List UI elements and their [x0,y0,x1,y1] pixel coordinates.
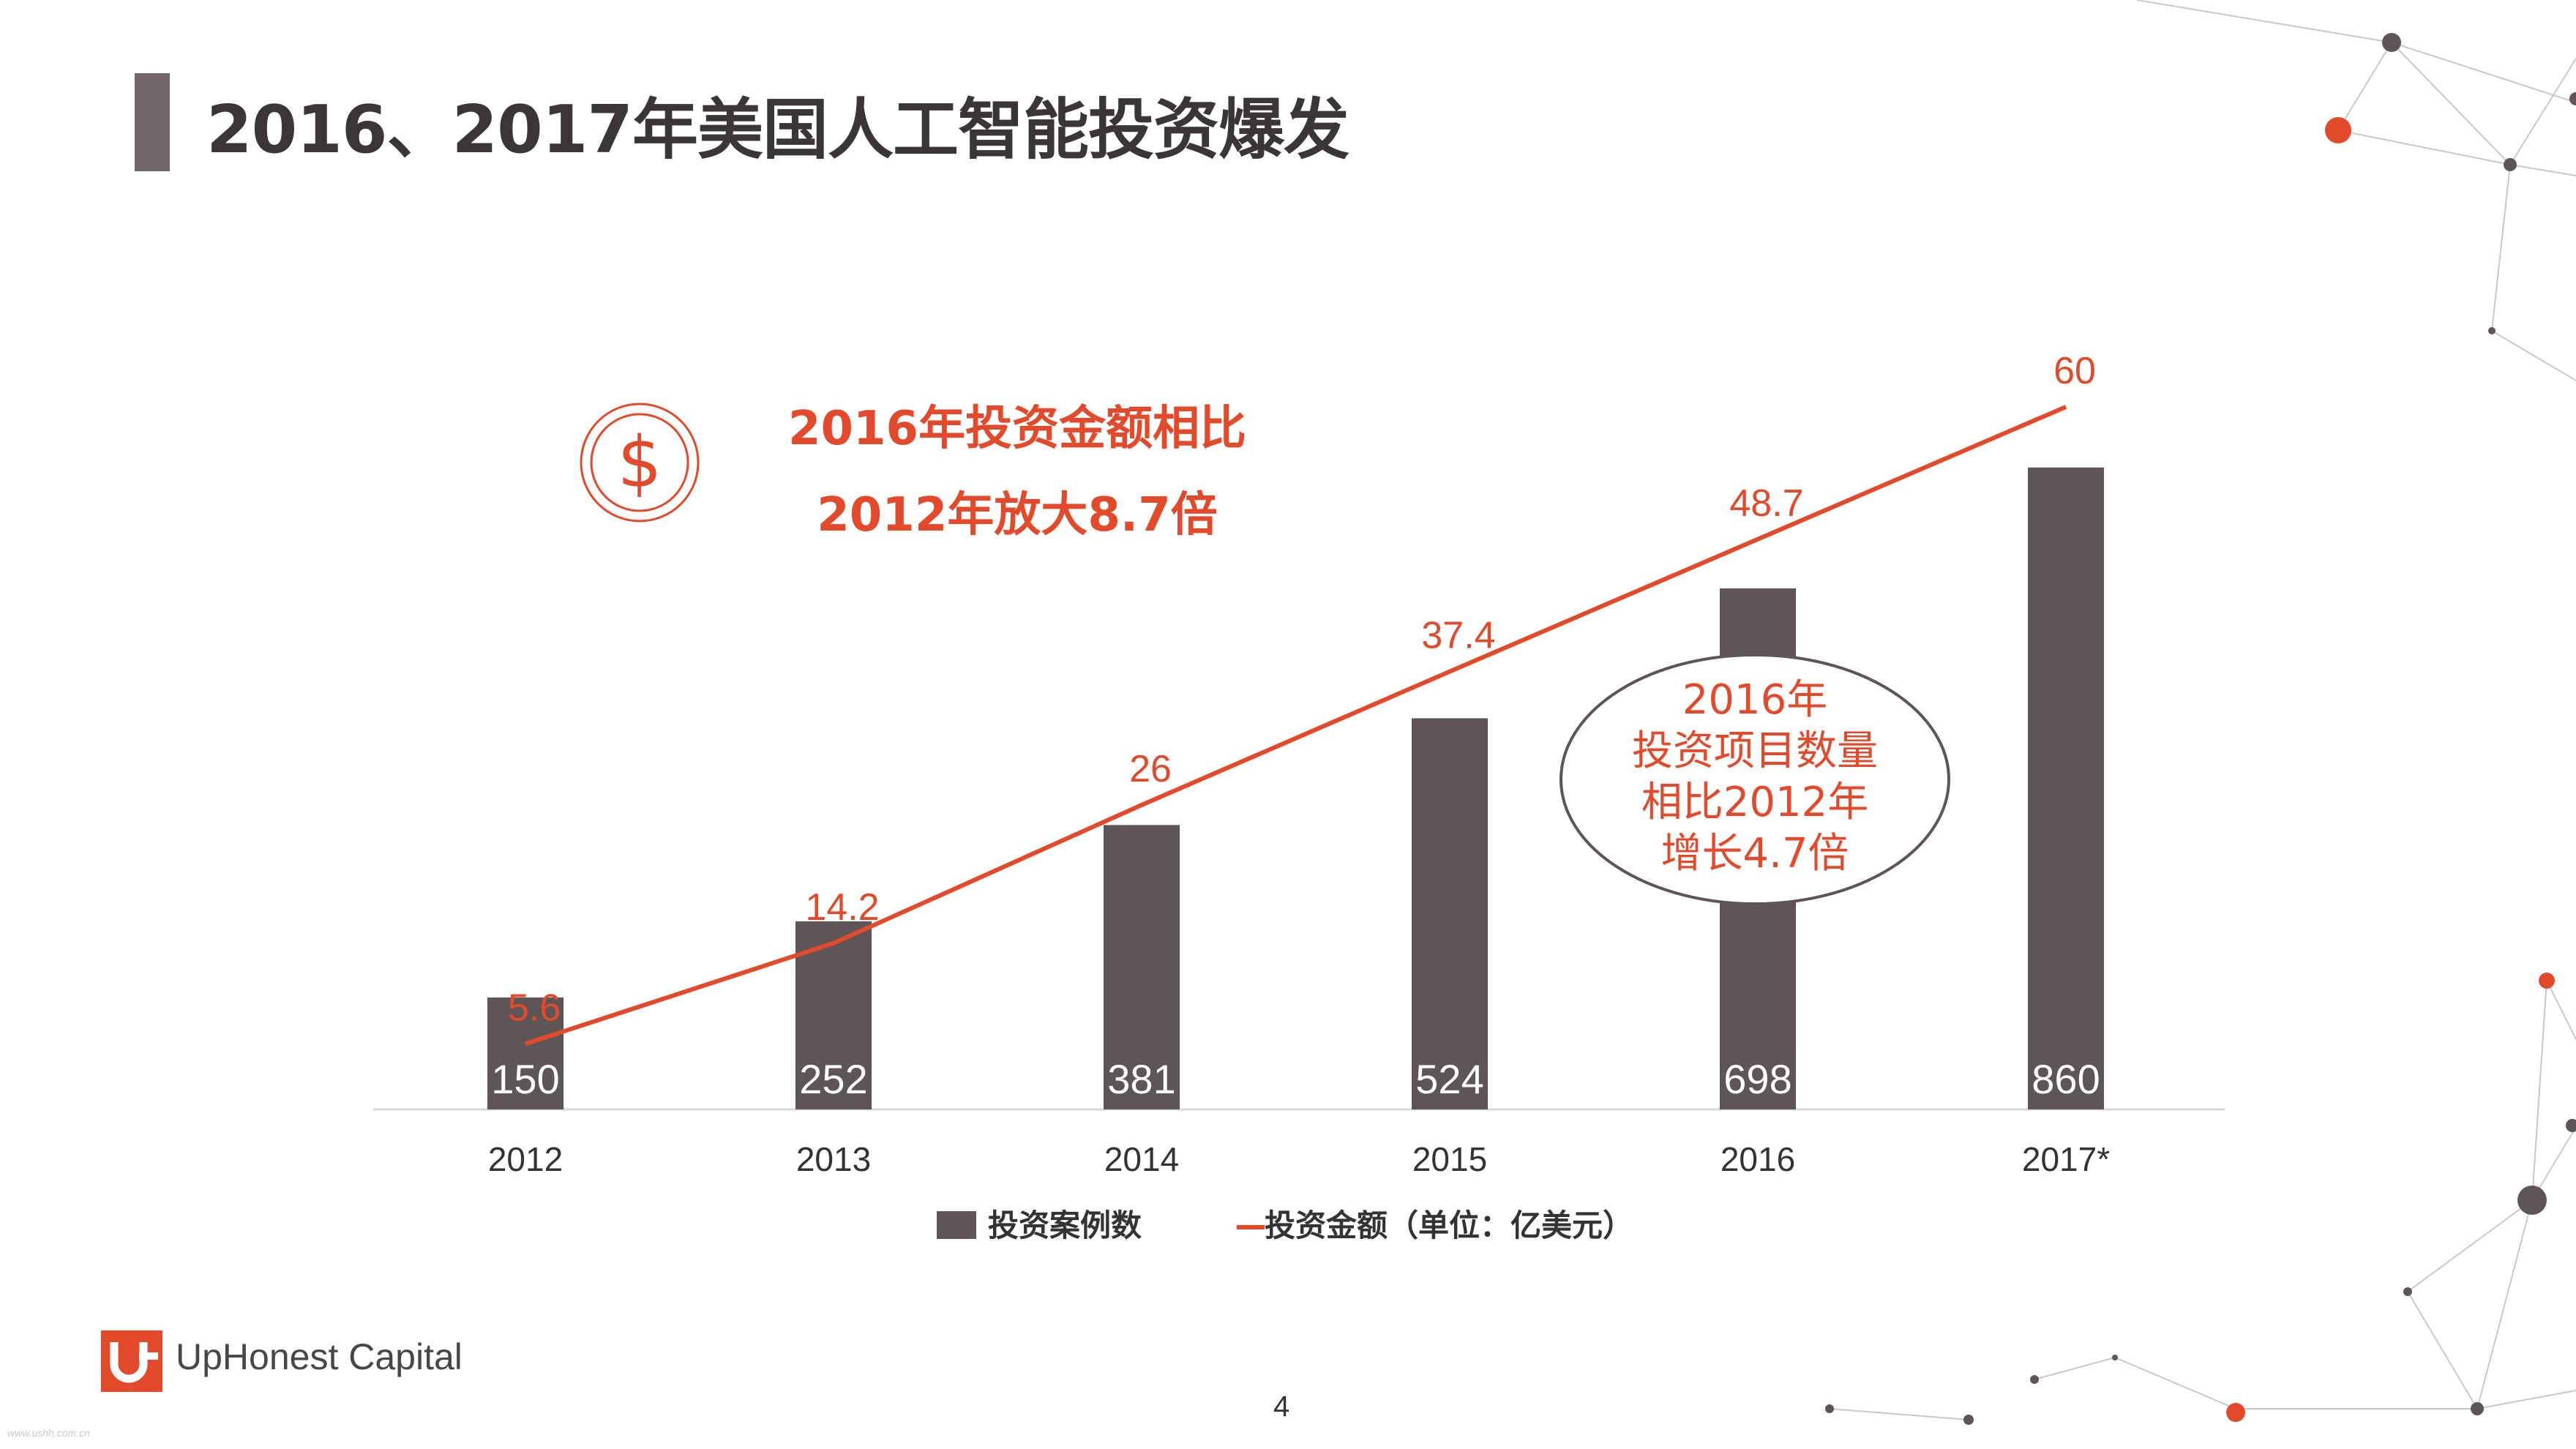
x-tick-2014: 2014 [1104,1140,1179,1178]
network-nodes-top [2325,33,2576,334]
network-nodes-bottom [1825,973,2576,1425]
data-labels: 150 5.6 252 14.2 381 26 524 37.4 698 48.7 860 60 [491,350,2100,1102]
investment-amount-line [525,405,2067,1046]
x-tick-2016: 2016 [1721,1140,1795,1178]
legend-bar-label: 投资案例数 [988,1208,1142,1243]
x-tick-2012: 2012 [488,1140,563,1178]
legend-line-label: 投资金额（单位：亿美元） [1265,1208,1633,1243]
line-series [525,405,2067,1046]
logo-text: UpHonest Capital [176,1336,463,1377]
network-decoration-bottom [1829,980,2576,1420]
uphonest-logo-icon [101,1330,162,1392]
page-number: 4 [1273,1390,1290,1423]
callout-line-4: 增长4.7倍 [1660,830,1849,877]
callout-line-3: 相比2012年 [1641,779,1869,826]
bar-label-2016: 698 [1723,1056,1791,1102]
legend-bar-swatch [937,1211,976,1239]
bar-label-2015: 524 [1415,1056,1483,1102]
bar-2014 [1104,825,1180,1109]
title-accent-bar [135,73,170,171]
x-tick-2013: 2013 [796,1140,871,1178]
dollar-circle-icon: $ [580,402,700,523]
x-tick-2017*: 2017* [2022,1140,2110,1178]
callout-line-2: 投资项目数量 [1632,727,1878,775]
watermark-text: www.ushh.com.cn [7,1427,90,1439]
highlight-line-1: 2016年投资金额相比 [788,402,1246,456]
bar-label-2012: 150 [491,1056,559,1102]
page-title: 2016、2017年美国人工智能投资爆发 [206,91,1349,168]
line-label-2014: 26 [1129,748,1172,790]
bar-label-2013: 252 [799,1056,867,1102]
network-decoration-top [2136,0,2576,381]
x-tick-labels: 2012 2013 2014 2015 2016 2017* [488,1140,2110,1178]
bar-2015 [1412,718,1488,1109]
legend: 投资案例数 投资金额（单位：亿美元） [937,1208,1633,1243]
bar-2017* [2028,467,2104,1109]
callout-ellipse [1560,654,1950,905]
bar-label-2017*: 860 [2032,1056,2100,1102]
svg-text:$: $ [617,422,662,503]
x-tick-2015: 2015 [1412,1140,1487,1178]
line-label-2012: 5.6 [508,986,561,1029]
line-label-2017*: 60 [2053,350,2096,392]
bar-label-2014: 381 [1107,1056,1175,1102]
line-label-2013: 14.2 [805,886,879,929]
callout: 2016年 投资项目数量 相比2012年 增长4.7倍 [1560,654,1950,905]
bar-2012 [487,997,564,1109]
line-label-2015: 37.4 [1421,615,1495,657]
callout-line-1: 2016年 [1682,676,1828,724]
line-label-2016: 48.7 [1729,482,1803,525]
highlight-line-2: 2012年放大8.7倍 [817,488,1218,542]
